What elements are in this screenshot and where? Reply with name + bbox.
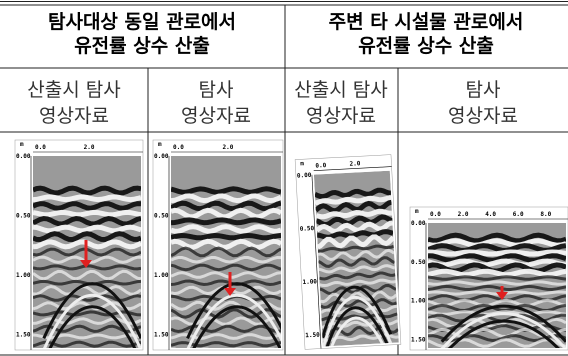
gpr-image: m0.02.00.000.501.001.50 <box>295 155 402 356</box>
subheader-text: 영상자료 <box>306 105 376 127</box>
x-tick-label: 6.0 <box>513 211 524 218</box>
depth-tick-label: 1.50 <box>305 332 320 340</box>
depth-tick-label: 1.50 <box>154 332 169 339</box>
depth-tick-label: 0.00 <box>16 153 31 160</box>
x-tick-label: 2.0 <box>223 144 234 151</box>
header-text: 유전률 상수 산출 <box>74 35 210 57</box>
subheader-text: 영상자료 <box>448 105 518 127</box>
depth-tick-label: 0.50 <box>16 213 31 220</box>
x-tick-label: 0.0 <box>430 211 441 218</box>
depth-tick-label: 1.00 <box>411 298 426 305</box>
depth-tick-label: 0.50 <box>411 259 426 266</box>
gpr-image: m 0.0 2.0 0.00 0.50 1.00 1.50 <box>15 140 143 356</box>
depth-tick-label: 1.50 <box>16 332 31 339</box>
x-tick-label: 0.0 <box>35 144 46 151</box>
x-tick-label: 2.0 <box>84 144 95 151</box>
header-text: 탐사대상 동일 관로에서 <box>48 11 236 33</box>
x-tick-label: 2.0 <box>349 160 361 168</box>
x-tick-label: 0.0 <box>173 144 184 151</box>
subheader-text: 영상자료 <box>181 105 251 127</box>
subheader-text: 산출시 탐사 <box>294 79 387 101</box>
unit-label: m <box>20 141 24 148</box>
unit-label: m <box>415 208 419 215</box>
reflection-band <box>428 252 566 254</box>
x-tick-label: 4.0 <box>485 211 496 218</box>
depth-tick-label: 0.50 <box>154 213 169 220</box>
subheader-text: 탐사 <box>199 79 234 101</box>
subheader-text: 영상자료 <box>39 105 109 127</box>
radargram <box>171 156 287 356</box>
depth-tick-label: 1.00 <box>302 278 317 286</box>
reflection-band <box>33 351 141 354</box>
depth-tick-label: 1.00 <box>154 272 169 279</box>
gpr-table: 탐사대상 동일 관로에서 유전률 상수 산출 주변 타 시설물 관로에서 유전률… <box>0 0 568 356</box>
reflection-band <box>33 212 141 214</box>
depth-tick-label: 1.50 <box>411 336 426 343</box>
radargram <box>428 223 566 356</box>
subheader-text: 탐사 <box>466 79 501 101</box>
header-text: 주변 타 시설물 관로에서 <box>329 11 524 33</box>
x-tick-label: 2.0 <box>458 211 469 218</box>
subheader-text: 산출시 탐사 <box>27 79 120 101</box>
radargram <box>314 171 400 356</box>
depth-tick-label: 0.00 <box>411 220 426 227</box>
header-text: 유전률 상수 산출 <box>358 35 494 57</box>
depth-tick-label: 0.00 <box>297 172 312 180</box>
gpr-image: m 0.0 2.0 0.00 0.50 1.00 1.50 <box>153 140 287 356</box>
depth-tick-label: 0.50 <box>300 225 315 233</box>
x-tick-label: 8.0 <box>540 211 551 218</box>
reflection-band <box>171 220 281 223</box>
depth-tick-label: 1.00 <box>16 272 31 279</box>
reflection-band <box>171 236 281 238</box>
gpr-image: m 0.0 2.0 4.0 6.0 8.0 0.00 0.50 1.00 1.50 <box>410 207 568 356</box>
depth-tick-label: 0.00 <box>154 153 169 160</box>
x-tick-label: 0.0 <box>315 162 327 170</box>
unit-label: m <box>158 141 162 148</box>
reflection-band <box>33 197 141 200</box>
